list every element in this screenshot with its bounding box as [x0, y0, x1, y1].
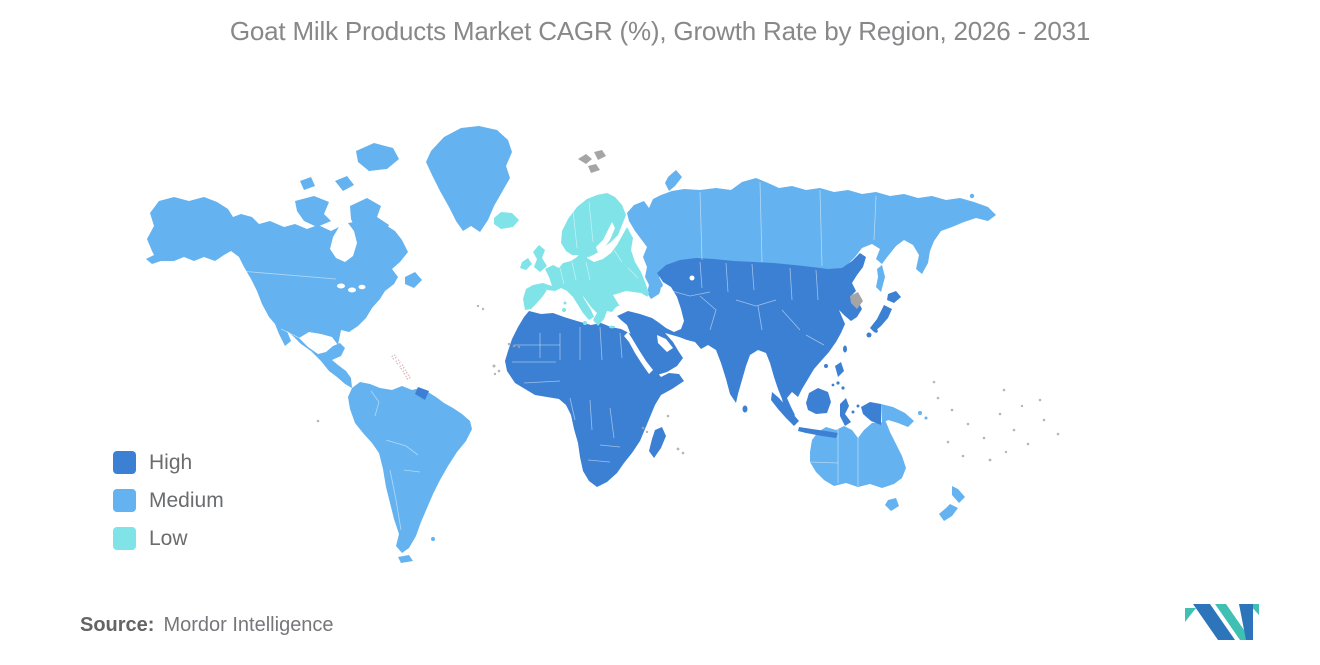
region-kyushu: [866, 332, 872, 338]
region-crete: [609, 325, 615, 329]
region-greenland: [426, 126, 512, 232]
legend-swatch-medium: [113, 489, 136, 512]
water-persian-gulf: [657, 335, 673, 352]
logo-blue-diagonal: [1193, 604, 1235, 640]
page-title: Goat Milk Products Market CAGR (%), Grow…: [229, 16, 1091, 46]
region-visayas: [841, 386, 845, 390]
legend-swatch-high: [113, 451, 136, 474]
water-red-sea: [624, 332, 653, 374]
map-regions-medium: [146, 126, 996, 563]
region-svalbard: [578, 150, 606, 173]
region-java: [798, 427, 838, 438]
logo-teal-triangle-left: [1185, 608, 1196, 622]
region-north-america: [146, 197, 408, 388]
region-sulawesi: [840, 398, 851, 426]
region-hainan: [824, 364, 828, 368]
region-wrangel-island: [969, 193, 975, 199]
region-west-new-guinea: [861, 402, 881, 425]
legend-label-high: High: [149, 451, 193, 474]
logo-blue-bar: [1239, 604, 1253, 640]
map-water-overlays: [337, 222, 695, 374]
region-madagascar: [649, 427, 666, 458]
region-corsica: [563, 301, 567, 305]
region-russia: [627, 170, 996, 299]
map-regions-nodata: [578, 150, 863, 309]
region-shikoku: [874, 329, 878, 333]
region-taiwan: [843, 345, 847, 353]
water-gulf-of-bothnia: [596, 222, 615, 253]
region-palawan: [831, 383, 835, 387]
legend-item-low: Low: [113, 527, 224, 550]
water-caspian-sea: [659, 287, 676, 319]
water-great-lake-2: [348, 287, 356, 293]
region-united-kingdom: [533, 245, 547, 272]
region-iceland: [494, 212, 519, 229]
source-label: Source:: [80, 614, 155, 636]
water-great-lake-1: [337, 283, 345, 289]
region-borneo: [806, 388, 831, 414]
region-arctic-islands: [295, 143, 422, 288]
source-value: Mordor Intelligence: [163, 614, 334, 636]
region-sri-lanka: [742, 405, 748, 413]
water-black-sea: [613, 291, 651, 309]
region-south-america: [348, 382, 472, 563]
region-japan: [870, 291, 901, 332]
map-lesser-antilles: [391, 354, 411, 380]
map-legend: High Medium Low: [113, 451, 224, 550]
region-papua-new-guinea: [881, 404, 914, 427]
region-asia: [617, 253, 866, 421]
mordor-intelligence-logo: [1185, 604, 1259, 640]
region-sumatra: [771, 392, 799, 426]
legend-item-medium: Medium: [113, 489, 224, 512]
region-falkland-islands: [431, 537, 435, 541]
region-philippines: [835, 362, 844, 377]
region-mindanao: [836, 381, 840, 385]
region-new-zealand: [939, 486, 965, 521]
region-ireland: [520, 258, 532, 270]
map-regions-low: [494, 193, 649, 329]
region-north-korea: [850, 292, 863, 309]
region-scandinavia: [561, 193, 626, 257]
legend-label-low: Low: [149, 527, 188, 550]
region-moluccas-1: [851, 410, 855, 414]
logo-teal-diagonal: [1215, 604, 1251, 640]
legend-item-high: High: [113, 451, 224, 474]
water-aral-sea: [689, 275, 695, 281]
region-new-ireland: [924, 416, 928, 420]
map-country-borders: [239, 181, 877, 531]
region-french-guiana: [415, 387, 429, 400]
region-new-britain: [918, 411, 922, 415]
legend-label-medium: Medium: [149, 489, 224, 512]
water-great-lake-3: [358, 284, 366, 290]
region-sardinia: [562, 308, 566, 312]
legend-swatch-low: [113, 527, 136, 550]
region-moluccas-2: [856, 404, 860, 408]
map-small-islands: [316, 304, 1060, 462]
source-attribution: Source: Mordor Intelligence: [80, 614, 334, 637]
region-sicily: [583, 321, 587, 325]
